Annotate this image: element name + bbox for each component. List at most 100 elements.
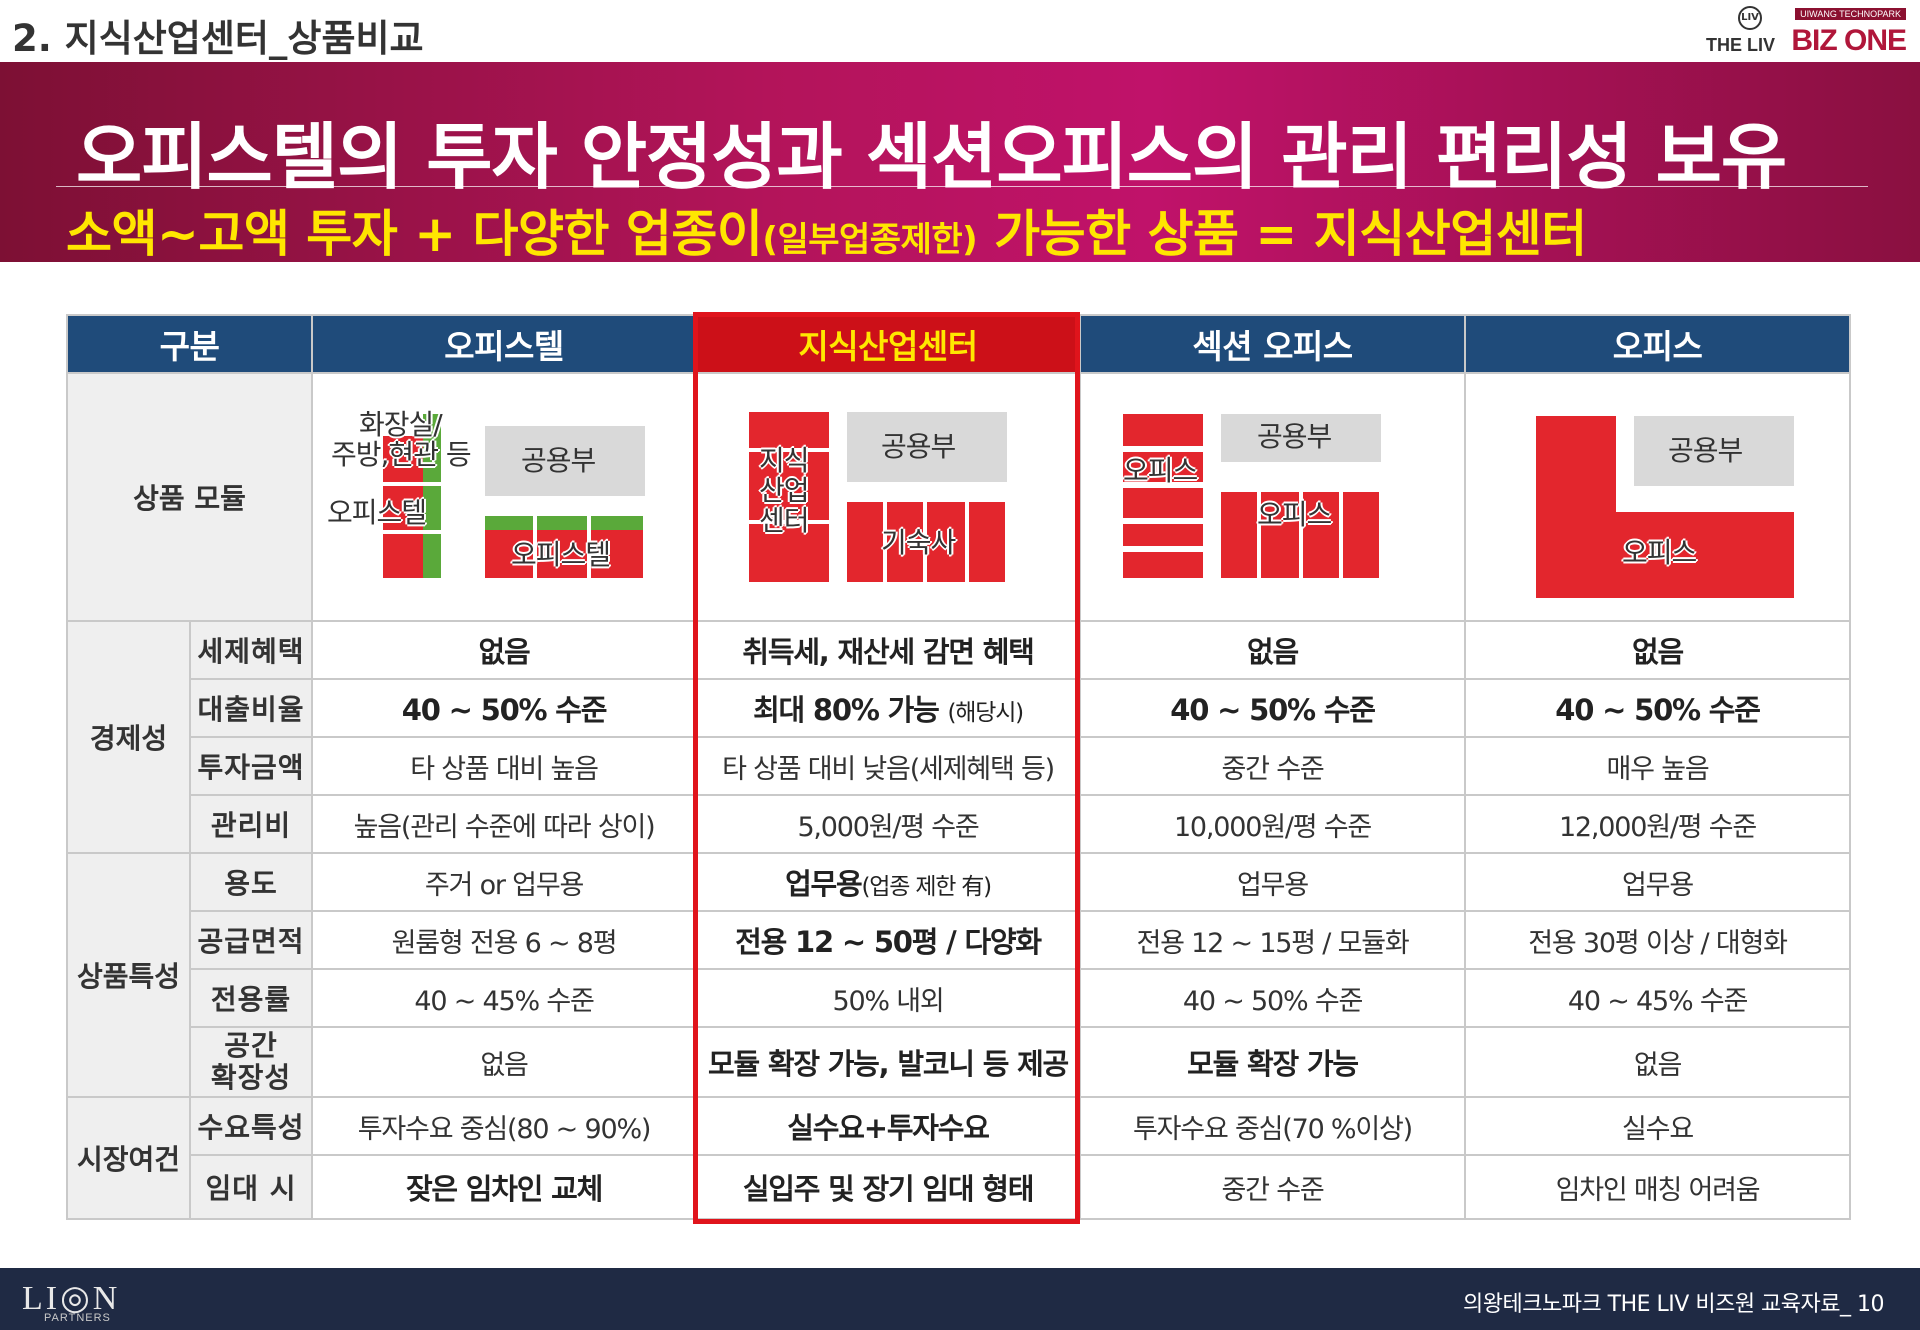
office-module-cell: 공용부 오피스 bbox=[1464, 372, 1852, 622]
table-row: 공급면적 원룸형 전용 6 ~ 8평 전용 12 ~ 50평 / 다양화 전용 … bbox=[67, 910, 1852, 970]
table-cell: 40 ~ 50% 수준 bbox=[1079, 678, 1467, 738]
kic-name-label-3: 센터 bbox=[759, 504, 810, 537]
table-cell: 주거 or 업무용 bbox=[311, 852, 698, 912]
table-cell: 12,000원/평 수준 bbox=[1464, 794, 1852, 854]
kic-dorm-label: 기숙사 bbox=[881, 526, 956, 559]
table-cell: 40 ~ 50% 수준 bbox=[1079, 968, 1467, 1028]
table-row: 관리비 높음(관리 수준에 따라 상이) 5,000원/평 수준 10,000원… bbox=[67, 794, 1852, 854]
divider bbox=[383, 530, 442, 534]
row-label: 전용률 bbox=[188, 968, 314, 1028]
header-knowledge-industry-center: 지식산업센터 bbox=[695, 314, 1082, 374]
row-label: 임대 시 bbox=[188, 1154, 314, 1220]
brand-logo: LIV UIWANG TECHNOPARK THE LIV BIZ ONE bbox=[1706, 4, 1907, 58]
liv-mark-icon: LIV bbox=[1738, 6, 1762, 30]
table-cell: 없음 bbox=[1079, 620, 1467, 680]
divider bbox=[883, 502, 888, 582]
table-cell: 업무용 bbox=[1464, 852, 1852, 912]
divider bbox=[383, 482, 442, 486]
table-cell: 모듈 확장 가능 bbox=[1079, 1026, 1467, 1098]
banner-divider bbox=[56, 186, 1868, 187]
table-cell: 잦은 임차인 교체 bbox=[311, 1154, 698, 1220]
table-row: 임대 시 잦은 임차인 교체 실입주 및 장기 임대 형태 중간 수준 임차인 … bbox=[67, 1154, 1852, 1220]
row-label-line1: 공간 bbox=[224, 1029, 278, 1062]
subheadline-part3: 가능한 상품 = 지식산업센터 bbox=[977, 205, 1587, 263]
table-cell: 전용 30평 이상 / 대형화 bbox=[1464, 910, 1852, 970]
module-label: 상품 모듈 bbox=[65, 372, 314, 622]
brand-tag: UIWANG TECHNOPARK bbox=[1795, 8, 1906, 20]
table-row: 대출비율 40 ~ 50% 수준 최대 80% 가능 (해당시) 40 ~ 50… bbox=[67, 678, 1852, 738]
table-cell: 없음 bbox=[311, 620, 698, 680]
footer: LI◎N PARTNERS 의왕테크노파크 THE LIV 비즈원 교육자료_ … bbox=[0, 1268, 1920, 1330]
header-officetel: 오피스텔 bbox=[311, 314, 698, 374]
table-row: 투자금액 타 상품 대비 높음 타 상품 대비 낮음(세제혜택 등) 중간 수준… bbox=[67, 736, 1852, 796]
officetel-module-diagram: 화장실/ 주방,현관 등 공용부 오피스텔 오피스텔 bbox=[313, 374, 695, 620]
row-label: 공간 확장성 bbox=[188, 1026, 314, 1098]
divider bbox=[533, 516, 538, 578]
section-title: 2. 지식산업센터_상품비교 bbox=[12, 17, 424, 60]
officetel-left-label: 오피스텔 bbox=[327, 496, 427, 529]
subheadline-part1: 소액~고액 투자 + 다양한 업종이 bbox=[66, 205, 763, 263]
table-cell: 실수요 bbox=[1464, 1096, 1852, 1156]
divider bbox=[749, 448, 830, 452]
top-bar: 2. 지식산업센터_상품비교 LIV UIWANG TECHNOPARK THE… bbox=[0, 0, 1920, 62]
kic-common-block bbox=[847, 412, 1008, 482]
divider bbox=[965, 502, 970, 582]
row-label-line2: 확장성 bbox=[210, 1061, 292, 1094]
headline: 오피스텔의 투자 안정성과 섹션오피스의 관리 편리성 보유 bbox=[76, 115, 1787, 199]
table-cell: 업무용 bbox=[1079, 852, 1467, 912]
brand-the-liv: THE LIV bbox=[1706, 35, 1776, 55]
table-cell: 모듈 확장 가능, 발코니 등 제공 bbox=[695, 1026, 1082, 1098]
table-cell: 매우 높음 bbox=[1464, 736, 1852, 796]
office-common-block bbox=[1634, 416, 1795, 486]
table-cell: 50% 내외 bbox=[695, 968, 1082, 1028]
table-cell: 없음 bbox=[1464, 620, 1852, 680]
table-cell: 중간 수준 bbox=[1079, 736, 1467, 796]
officetel-right-label: 오피스텔 bbox=[511, 538, 611, 571]
table-cell: 취득세, 재산세 감면 혜택 bbox=[695, 620, 1082, 680]
officetel-units-block bbox=[485, 526, 644, 578]
officetel-kitchen-label: 주방,현관 등 bbox=[331, 438, 472, 471]
comparison-table-wrap: 구분 오피스텔 지식산업센터 섹션 오피스 오피스 상품 모듈 화장실/ 주방,… bbox=[65, 314, 1852, 1220]
section-common-label: 공용부 bbox=[1257, 420, 1332, 453]
divider bbox=[749, 520, 830, 524]
office-common-label: 공용부 bbox=[1668, 434, 1743, 467]
row-label: 용도 bbox=[188, 852, 314, 912]
kic-module-cell: 지식 산업 센터 공용부 기숙사 bbox=[695, 372, 1082, 622]
lion-logo-sub: PARTNERS bbox=[44, 1312, 111, 1324]
table-row: 전용률 40 ~ 45% 수준 50% 내외 40 ~ 50% 수준 40 ~ … bbox=[67, 968, 1852, 1028]
headline-banner: 오피스텔의 투자 안정성과 섹션오피스의 관리 편리성 보유 소액~고액 투자 … bbox=[0, 62, 1920, 263]
officetel-module-cell: 화장실/ 주방,현관 등 공용부 오피스텔 오피스텔 bbox=[311, 372, 698, 622]
table-cell: 업무용(업종 제한 有) bbox=[695, 852, 1082, 912]
table-cell: 전용 12 ~ 50평 / 다양화 bbox=[695, 910, 1082, 970]
table-cell: 투자수요 중심(80 ~ 90%) bbox=[311, 1096, 698, 1156]
divider bbox=[1123, 482, 1204, 488]
table-row: 경제성 세제혜택 없음 취득세, 재산세 감면 혜택 없음 없음 bbox=[66, 620, 1852, 854]
header-category: 구분 bbox=[65, 314, 314, 374]
comparison-table: 구분 오피스텔 지식산업센터 섹션 오피스 오피스 상품 모듈 화장실/ 주방,… bbox=[65, 314, 1852, 1220]
table-cell: 투자수요 중심(70 %이상) bbox=[1079, 1096, 1467, 1156]
officetel-common-label: 공용부 bbox=[521, 444, 596, 477]
table-cell: 타 상품 대비 높음 bbox=[311, 736, 698, 796]
divider bbox=[923, 502, 928, 582]
module-row: 상품 모듈 화장실/ 주방,현관 등 공용부 오피스텔 오피스텔 bbox=[65, 372, 1852, 622]
table-row: 공간 확장성 없음 모듈 확장 가능, 발코니 등 제공 모듈 확장 가능 없음 bbox=[67, 1026, 1852, 1098]
table-cell: 없음 bbox=[1464, 1026, 1852, 1098]
section-office-module-diagram: 오피스 공용부 오피스 bbox=[1081, 374, 1464, 620]
group-market: 시장여건 bbox=[66, 1096, 191, 1220]
table-row: 상품특성 용도 주거 or 업무용 업무용(업종 제한 有) 업무용 업무용 bbox=[66, 852, 1852, 1098]
row-label: 수요특성 bbox=[188, 1096, 314, 1156]
table-cell: 중간 수준 bbox=[1079, 1154, 1467, 1220]
table-row: 시장여건 수요특성 투자수요 중심(80 ~ 90%) 실수요+투자수요 투자수… bbox=[66, 1096, 1852, 1220]
table-cell: 40 ~ 50% 수준 bbox=[311, 678, 698, 738]
kic-name-label-1: 지식 bbox=[759, 444, 810, 477]
divider bbox=[1339, 492, 1344, 578]
row-label: 관리비 bbox=[188, 794, 314, 854]
divider bbox=[1123, 446, 1204, 452]
group-economics: 경제성 bbox=[66, 620, 191, 854]
subheadline-part2: (일부업종제한) bbox=[762, 220, 978, 260]
table-cell: 타 상품 대비 낮음(세제혜택 등) bbox=[695, 736, 1082, 796]
group-product: 상품특성 bbox=[66, 852, 191, 1098]
office-module-diagram: 공용부 오피스 bbox=[1466, 374, 1849, 620]
cell-text: 최대 80% 가능 bbox=[753, 693, 940, 727]
kic-module-diagram: 지식 산업 센터 공용부 기숙사 bbox=[697, 374, 1079, 620]
